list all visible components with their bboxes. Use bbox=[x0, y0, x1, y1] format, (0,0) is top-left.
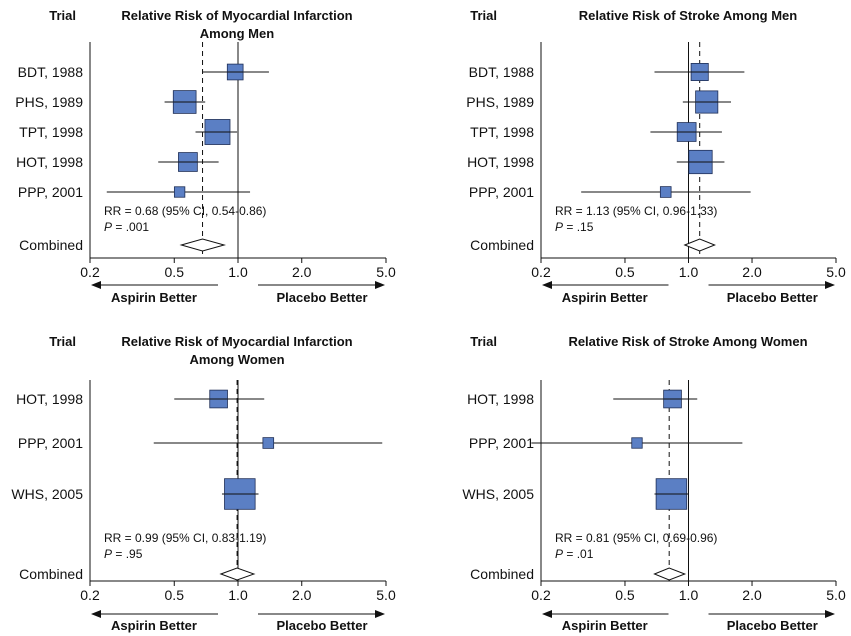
aspirin-better-label: Aspirin Better bbox=[111, 290, 197, 305]
placebo-better-label: Placebo Better bbox=[276, 290, 367, 305]
trial-column-header: Trial bbox=[49, 8, 76, 23]
x-tick-label: 5.0 bbox=[376, 587, 396, 603]
aspirin-better-label: Aspirin Better bbox=[562, 290, 648, 305]
trial-label: HOT, 1998 bbox=[16, 154, 83, 170]
x-tick-label: 5.0 bbox=[826, 264, 846, 280]
x-tick-label: 2.0 bbox=[742, 264, 762, 280]
relative-risk-summary: RR = 1.13 (95% CI, 0.96-1.33) bbox=[555, 204, 717, 218]
combined-estimate-diamond bbox=[179, 238, 226, 252]
x-tick-label: 1.0 bbox=[679, 587, 699, 603]
combined-label: Combined bbox=[19, 566, 83, 582]
x-tick-label: 0.5 bbox=[615, 264, 635, 280]
forest-panel-3: Trial Relative Risk of Myocardial Infarct… bbox=[11, 334, 396, 633]
relative-risk-summary: RR = 0.99 (95% CI, 0.83-1.19) bbox=[104, 531, 266, 545]
combined-estimate-diamond bbox=[653, 567, 687, 581]
combined-label: Combined bbox=[470, 566, 534, 582]
chart-title-line: Relative Risk of Stroke Among Men bbox=[579, 8, 797, 23]
trial-column-header: Trial bbox=[470, 334, 497, 349]
p-value-text: P = .001 bbox=[104, 220, 149, 234]
x-tick-label: 1.0 bbox=[679, 264, 699, 280]
point-estimate-box bbox=[173, 186, 186, 198]
x-tick-label: 0.5 bbox=[615, 587, 635, 603]
placebo-better-label: Placebo Better bbox=[727, 618, 818, 633]
relative-risk-summary: RR = 0.68 (95% CI, 0.54-0.86) bbox=[104, 204, 266, 218]
p-value: = .001 bbox=[112, 220, 149, 234]
p-value: = .15 bbox=[563, 220, 594, 234]
trial-label: TPT, 1998 bbox=[470, 124, 534, 140]
x-tick-label: 1.0 bbox=[228, 587, 248, 603]
p-symbol: P bbox=[555, 220, 563, 234]
point-estimate-box bbox=[262, 437, 275, 449]
p-value-text: P = .15 bbox=[555, 220, 594, 234]
trial-label: PPP, 2001 bbox=[469, 184, 534, 200]
x-tick-label: 0.2 bbox=[80, 587, 100, 603]
x-tick-label: 0.5 bbox=[165, 587, 185, 603]
trial-label: PHS, 1989 bbox=[466, 94, 534, 110]
trial-label: BDT, 1988 bbox=[469, 64, 535, 80]
x-tick-label: 2.0 bbox=[292, 587, 312, 603]
x-tick-label: 0.2 bbox=[80, 264, 100, 280]
trial-column-header: Trial bbox=[470, 8, 497, 23]
placebo-better-label: Placebo Better bbox=[276, 618, 367, 633]
x-tick-label: 5.0 bbox=[826, 587, 846, 603]
trial-label: HOT, 1998 bbox=[467, 154, 534, 170]
combined-estimate-diamond bbox=[683, 238, 716, 252]
forest-panel-1: Trial Relative Risk of Myocardial Infarct… bbox=[15, 8, 396, 305]
forest-panel-4: Trial Relative Risk of Stroke Among Women… bbox=[462, 334, 846, 633]
forest-panel-2: Trial Relative Risk of Stroke Among Men 0.… bbox=[466, 8, 846, 305]
combined-estimate-diamond bbox=[219, 567, 256, 581]
chart-title-line: Relative Risk of Stroke Among Women bbox=[568, 334, 807, 349]
chart-title-line: Relative Risk of Myocardial Infarction bbox=[121, 8, 352, 23]
trial-column-header: Trial bbox=[49, 334, 76, 349]
relative-risk-summary: RR = 0.81 (95% CI, 0.69-0.96) bbox=[555, 531, 717, 545]
placebo-better-label: Placebo Better bbox=[727, 290, 818, 305]
combined-label: Combined bbox=[470, 237, 534, 253]
trial-label: WHS, 2005 bbox=[462, 486, 534, 502]
chart-title-line: Among Men bbox=[200, 26, 274, 41]
trial-label: HOT, 1998 bbox=[16, 391, 83, 407]
x-tick-label: 2.0 bbox=[292, 264, 312, 280]
combined-label: Combined bbox=[19, 237, 83, 253]
trial-label: BDT, 1988 bbox=[18, 64, 84, 80]
point-estimate-box bbox=[631, 437, 643, 449]
aspirin-better-label: Aspirin Better bbox=[111, 618, 197, 633]
x-tick-label: 2.0 bbox=[742, 587, 762, 603]
p-value: = .01 bbox=[563, 547, 594, 561]
trial-label: PPP, 2001 bbox=[18, 435, 83, 451]
chart-title-line: Relative Risk of Myocardial Infarction bbox=[121, 334, 352, 349]
trial-label: PPP, 2001 bbox=[469, 435, 534, 451]
x-tick-label: 0.2 bbox=[531, 587, 551, 603]
p-value-text: P = .95 bbox=[104, 547, 143, 561]
chart-title-line: Among Women bbox=[189, 352, 284, 367]
x-tick-label: 0.5 bbox=[165, 264, 185, 280]
point-estimate-box bbox=[659, 186, 672, 198]
trial-label: WHS, 2005 bbox=[11, 486, 83, 502]
p-symbol: P bbox=[104, 547, 112, 561]
trial-label: PHS, 1989 bbox=[15, 94, 83, 110]
p-value: = .95 bbox=[112, 547, 143, 561]
x-tick-label: 0.2 bbox=[531, 264, 551, 280]
x-tick-label: 5.0 bbox=[376, 264, 396, 280]
x-tick-label: 1.0 bbox=[228, 264, 248, 280]
aspirin-better-label: Aspirin Better bbox=[562, 618, 648, 633]
trial-label: PPP, 2001 bbox=[18, 184, 83, 200]
p-value-text: P = .01 bbox=[555, 547, 594, 561]
p-symbol: P bbox=[555, 547, 563, 561]
trial-label: HOT, 1998 bbox=[467, 391, 534, 407]
trial-label: TPT, 1998 bbox=[19, 124, 83, 140]
p-symbol: P bbox=[104, 220, 112, 234]
